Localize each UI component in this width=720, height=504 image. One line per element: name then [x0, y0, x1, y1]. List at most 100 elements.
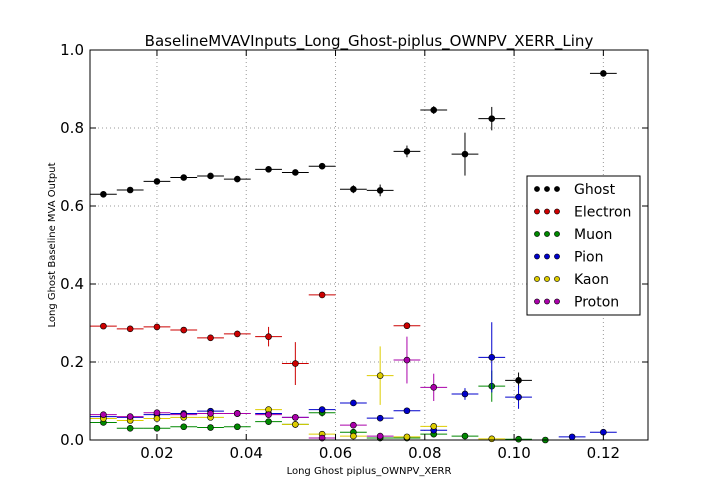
data-point: [403, 433, 411, 441]
data-point: [265, 333, 272, 340]
data-point: [461, 150, 469, 158]
data-point: [234, 423, 241, 431]
data-point: [153, 178, 161, 185]
legend-label: Ghost: [574, 182, 616, 198]
x-tick-label: 0.02: [140, 444, 173, 462]
legend-marker: [534, 208, 540, 215]
data-point: [234, 330, 241, 338]
data-point: [430, 384, 438, 391]
legend-item-proton: Proton: [534, 295, 619, 311]
x-axis-label: Long Ghost piplus_OWNPV_XERR: [287, 466, 452, 477]
legend-marker: [534, 231, 540, 237]
legend-marker: [544, 208, 550, 215]
data-point: [207, 410, 214, 417]
legend-marker: [534, 298, 540, 305]
data-point: [318, 406, 326, 413]
legend-label: Pion: [574, 250, 603, 266]
legend-marker: [554, 208, 560, 215]
legend-marker: [554, 253, 560, 260]
data-point: [265, 166, 272, 173]
data-point: [403, 356, 411, 364]
data-point: [488, 115, 496, 122]
legend-marker: [554, 276, 560, 282]
y-tick-label: 0.6: [60, 197, 84, 215]
legend-label: Muon: [574, 227, 612, 243]
data-point: [461, 432, 469, 440]
data-point: [234, 175, 241, 183]
data-point: [126, 413, 134, 420]
data-point: [376, 187, 384, 194]
chart-title: BaselineMVAVInputs_Long_Ghost-piplus_OWN…: [145, 32, 594, 51]
data-point: [153, 409, 161, 417]
y-tick-label: 0.4: [60, 275, 84, 293]
legend-item-pion: Pion: [534, 250, 603, 266]
series-layer: [90, 70, 617, 444]
legend-marker: [534, 253, 540, 260]
legend-item-kaon: Kaon: [534, 272, 609, 288]
data-point: [180, 174, 188, 181]
legend-label: Electron: [574, 205, 631, 221]
data-point: [515, 393, 522, 401]
data-point: [488, 354, 496, 361]
series-proton: [90, 336, 448, 442]
data-point: [403, 322, 411, 330]
series-electron: [90, 291, 421, 386]
x-tick-label: 0.08: [408, 444, 441, 462]
data-point: [403, 407, 411, 415]
legend-marker: [534, 186, 540, 192]
data-point: [318, 291, 326, 299]
data-point: [153, 415, 161, 422]
legend-marker: [544, 253, 550, 260]
plot-frame: [89, 49, 649, 441]
x-tick-label: 0.12: [587, 444, 620, 462]
data-point: [350, 185, 357, 193]
legend-item-muon: Muon: [534, 227, 612, 243]
data-point: [180, 326, 188, 334]
y-tick-label: 0.0: [60, 431, 84, 449]
data-point: [350, 399, 357, 407]
data-point: [180, 411, 188, 418]
data-point: [600, 70, 607, 77]
series-ghost: [90, 70, 617, 389]
legend-label: Proton: [574, 295, 619, 311]
legend-marker: [544, 298, 550, 305]
legend-marker: [544, 276, 550, 282]
x-tick-label: 0.06: [319, 444, 352, 462]
legend-marker: [554, 231, 560, 237]
data-point: [292, 360, 299, 367]
data-point: [292, 169, 299, 176]
data-point: [403, 148, 411, 155]
legend-label: Kaon: [574, 272, 609, 288]
legend-box: [526, 175, 641, 316]
legend-marker: [544, 186, 550, 192]
data-point: [350, 421, 357, 429]
data-point: [376, 432, 384, 440]
data-point: [461, 390, 469, 398]
y-tick-label: 0.8: [60, 119, 84, 137]
y-tick-label: 1.0: [60, 41, 84, 59]
data-point: [318, 162, 326, 170]
data-point: [100, 411, 107, 418]
data-point: [126, 424, 134, 432]
legend-item-electron: Electron: [534, 205, 631, 221]
data-point: [430, 106, 438, 114]
data-point: [292, 414, 299, 421]
data-point: [265, 418, 272, 425]
data-point: [376, 372, 384, 379]
y-axis-label: Long Ghost Baseline MVA Output: [47, 162, 58, 327]
x-tick-label: 0.04: [230, 444, 263, 462]
legend: Ghost Electron Muon Pion Kaon Proton: [526, 175, 641, 316]
data-point: [207, 424, 214, 431]
data-point: [153, 323, 161, 331]
data-point: [568, 433, 576, 441]
data-point: [153, 424, 161, 432]
data-point: [292, 421, 299, 428]
x-tick-label: 0.10: [497, 444, 530, 462]
data-point: [430, 423, 438, 430]
legend-item-ghost: Ghost: [534, 182, 616, 198]
legend-marker: [554, 186, 560, 192]
legend-marker: [534, 276, 540, 282]
ticks: 0.02 0.04 0.06 0.08 0.10 0.12 0.0 0.2 0.4 0.6 0.8 1…: [60, 41, 648, 462]
data-point: [488, 435, 496, 443]
